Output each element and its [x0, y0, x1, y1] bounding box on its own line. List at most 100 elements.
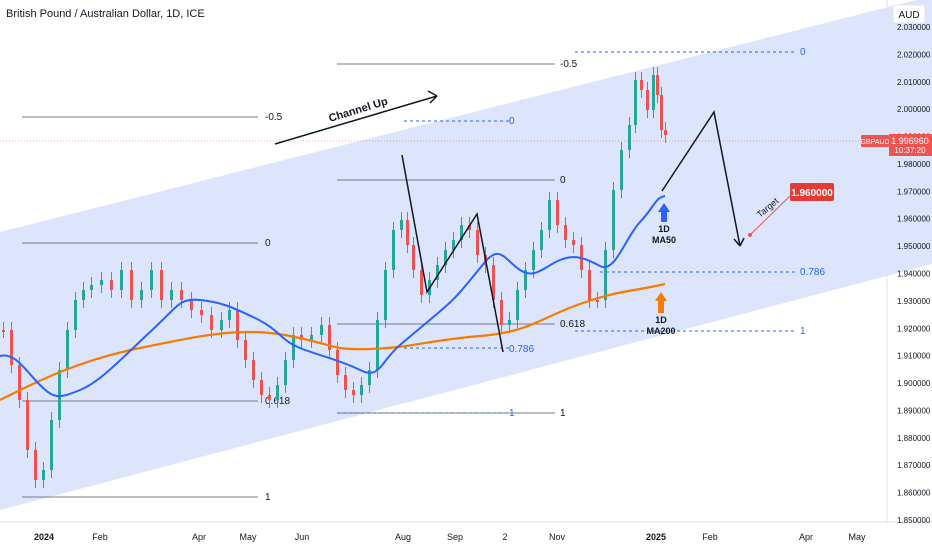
time-tick-label: Feb [702, 532, 718, 542]
candle-body [452, 240, 455, 250]
currency-badge[interactable]: AUD [892, 4, 926, 24]
ma50-arrow-icon [658, 203, 670, 222]
symbol-tag: GBPAUD [860, 139, 889, 146]
last-price-time: 10:37:20 [894, 146, 926, 155]
candle-body [492, 265, 495, 300]
candle-body [572, 240, 575, 245]
time-tick-label: 2025 [646, 532, 666, 542]
candle-body [18, 365, 21, 400]
candle-body [400, 220, 403, 230]
candles [2, 67, 667, 488]
time-tick-label: Apr [799, 532, 813, 542]
candle-body [652, 75, 655, 110]
candle-body [664, 130, 667, 135]
candle-body [320, 325, 323, 335]
candle-body [336, 350, 339, 375]
candle-body [476, 230, 479, 255]
candle-body [612, 190, 615, 250]
candle-body [170, 290, 173, 300]
candle-body [130, 270, 133, 300]
fib2-label-neg05: -0.5 [560, 59, 578, 70]
time-tick-label: 2024 [34, 532, 54, 542]
candle-body [628, 125, 631, 150]
candle-body [604, 250, 607, 300]
candle-body [516, 290, 519, 320]
candle-body [2, 330, 5, 332]
candle-body [392, 230, 395, 270]
candle-body [100, 280, 103, 285]
price-tick-label: 2.020000 [897, 50, 931, 59]
candle-body [310, 335, 313, 340]
time-tick-label: 2 [502, 532, 507, 542]
candle-body [412, 245, 415, 270]
candle-body [140, 290, 143, 300]
fib3-label-1: 1 [509, 408, 515, 419]
price-tick-label: 1.880000 [897, 434, 931, 443]
target-price-box [790, 183, 834, 201]
time-tick-label: May [848, 532, 866, 542]
candle-body [34, 450, 37, 480]
candle-body [160, 270, 163, 300]
candle-body [66, 330, 69, 370]
fib2-label-0: 0 [560, 175, 566, 186]
time-axis[interactable]: 2024 Feb Apr May Jun Aug Sep 2 Nov 2025 Feb Apr May [34, 532, 866, 542]
candle-body [508, 320, 511, 325]
time-tick-label: Feb [92, 532, 108, 542]
candle-body [252, 360, 255, 380]
svg-text:1D: 1D [658, 224, 670, 234]
candle-body [74, 300, 77, 330]
candle-body [58, 370, 61, 420]
time-tick-label: Jun [295, 532, 310, 542]
price-tick-label: 1.960000 [897, 215, 931, 224]
candle-body [180, 290, 183, 300]
price-tick-label: 1.890000 [897, 406, 931, 415]
fib1-label-0: 0 [265, 238, 271, 249]
candle-body [620, 150, 623, 190]
price-tick-label: 1.950000 [897, 242, 931, 251]
candle-body [260, 380, 263, 395]
candle-body [532, 250, 535, 270]
candle-body [556, 200, 559, 225]
fib2-label-1: 1 [560, 408, 566, 419]
ma50-line [0, 195, 666, 398]
ma50-annotation: 1D MA50 [652, 203, 676, 245]
candle-body [468, 225, 471, 230]
last-price-label: 1.996960 [891, 136, 929, 146]
last-price-marker[interactable]: GBPAUD 1.996960 10:37:20 [0, 134, 932, 156]
time-tick-label: May [239, 532, 257, 542]
time-tick-label: Nov [549, 532, 566, 542]
candle-body [344, 375, 347, 390]
time-tick-label: Apr [192, 532, 206, 542]
candle-body [588, 270, 591, 300]
candle-body [292, 335, 295, 360]
candle-body [360, 385, 363, 395]
fib4-label-0786: 0.786 [800, 267, 825, 278]
candle-body [42, 470, 45, 480]
fib-levels [22, 51, 795, 498]
candle-body [210, 315, 213, 330]
candle-body [656, 75, 659, 95]
currency-label: AUD [898, 10, 919, 21]
candle-body [376, 320, 379, 370]
candle-body [328, 325, 331, 350]
candle-body [460, 225, 463, 240]
candle-body [500, 300, 503, 325]
candle-body [50, 420, 53, 470]
candle-body [660, 95, 663, 130]
fib3-label-0: 0 [509, 116, 515, 127]
candle-body [10, 330, 13, 365]
price-tick-label: 1.930000 [897, 297, 931, 306]
price-tick-label: 1.970000 [897, 187, 931, 196]
target-price-label: 1.960000 [791, 188, 833, 199]
price-tick-label: 1.870000 [897, 461, 931, 470]
candle-body [244, 340, 247, 360]
fib3-label-0786: 0.786 [509, 344, 534, 355]
price-tick-label: 1.910000 [897, 352, 931, 361]
candle-body [26, 400, 29, 450]
candle-body [82, 290, 85, 300]
candle-body [646, 90, 649, 110]
price-tick-label: 1.860000 [897, 489, 931, 498]
candle-body [420, 270, 423, 295]
chart-title: British Pound / Australian Dollar, 1D, I… [6, 8, 205, 20]
